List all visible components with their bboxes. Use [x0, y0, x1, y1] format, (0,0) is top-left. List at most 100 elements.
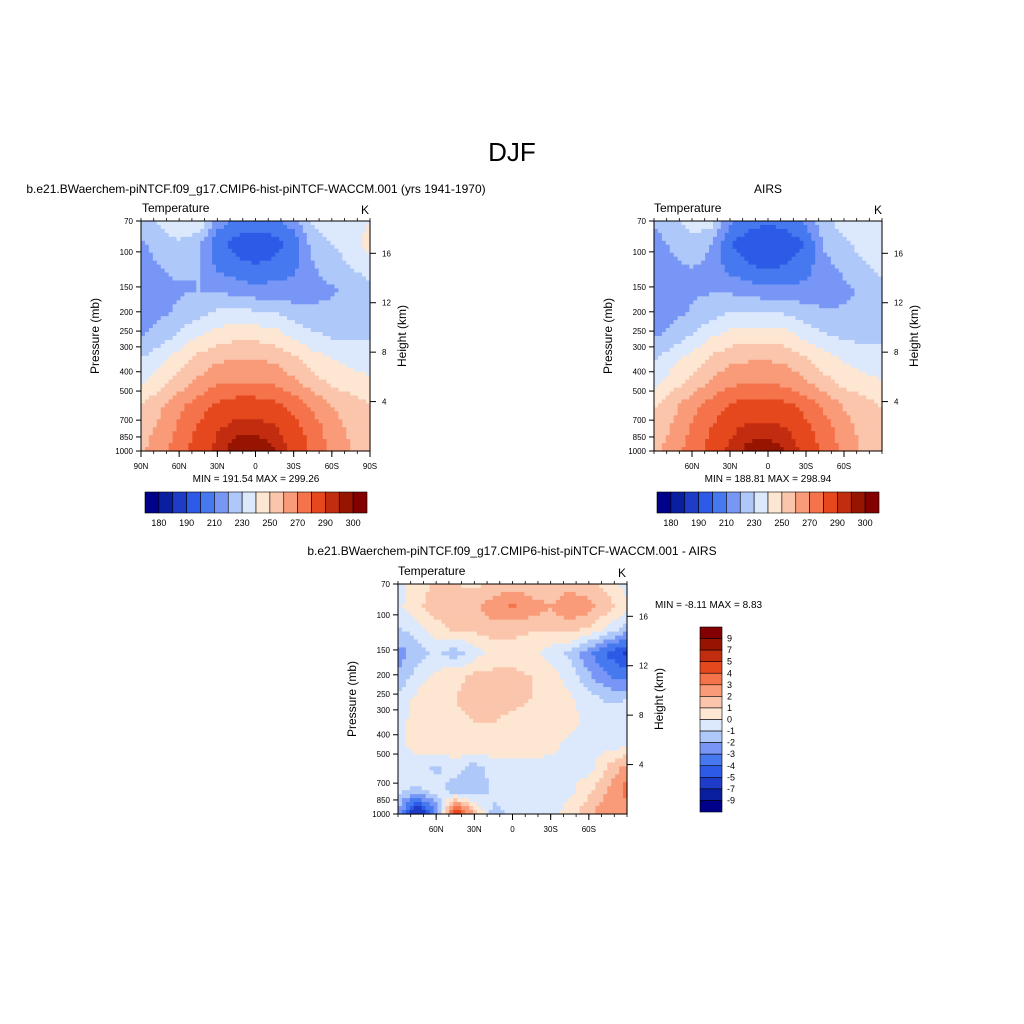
field-cell: [223, 332, 229, 337]
field-cell: [362, 296, 367, 301]
field-cell: [366, 391, 371, 397]
field-cell: [212, 399, 217, 405]
field-cell: [310, 312, 316, 317]
field-cell: [846, 308, 852, 313]
field-cell: [196, 363, 201, 369]
field-cell: [208, 367, 213, 373]
field-cell: [669, 260, 675, 266]
y-tick-label: 1000: [115, 447, 133, 456]
field-cell: [366, 324, 371, 329]
field-cell: [275, 252, 280, 258]
field-cell: [271, 339, 276, 345]
field-cell: [318, 367, 324, 373]
field-cell: [216, 276, 221, 282]
field-cell: [366, 383, 371, 389]
field-cell: [298, 320, 304, 325]
field-cell: [227, 236, 233, 242]
field-cell: [775, 248, 781, 254]
field-cell: [358, 383, 363, 389]
field-cell: [724, 280, 730, 286]
field-cell: [310, 324, 316, 329]
field-cell: [160, 316, 166, 321]
field-cell: [720, 308, 726, 313]
field-cell: [779, 316, 785, 321]
field-cell: [223, 336, 229, 341]
field-cell: [673, 324, 679, 329]
field-cell: [314, 280, 320, 286]
field-cell: [180, 339, 186, 345]
field-cell: [223, 221, 229, 226]
field-cell: [259, 316, 264, 321]
field-cell: [275, 371, 280, 377]
field-cell: [310, 320, 316, 325]
field-cell: [709, 260, 714, 266]
field-cell: [870, 308, 875, 313]
field-cell: [298, 240, 304, 246]
field-cell: [298, 272, 304, 278]
field-cell: [247, 260, 253, 266]
field-cell: [654, 324, 659, 329]
field-cell: [342, 371, 347, 377]
field-cell: [712, 244, 718, 250]
field-cell: [314, 248, 320, 254]
field-cell: [164, 260, 170, 266]
field-cell: [302, 375, 308, 381]
field-cell: [291, 343, 296, 349]
field-cell: [275, 312, 280, 317]
field-cell: [141, 248, 146, 254]
field-cell: [148, 359, 154, 365]
field-cell: [657, 256, 663, 262]
field-cell: [858, 256, 863, 262]
field-cell: [227, 423, 233, 428]
field-cell: [350, 304, 355, 309]
field-cell: [275, 347, 280, 353]
field-cell: [764, 256, 769, 262]
field-cell: [267, 324, 272, 329]
field-cell: [196, 443, 201, 448]
field-cell: [148, 403, 154, 408]
field-cell: [283, 415, 288, 420]
field-cell: [306, 276, 312, 282]
field-cell: [144, 300, 150, 305]
field-cell: [204, 375, 209, 381]
field-cell: [681, 300, 687, 305]
field-cell: [744, 304, 749, 309]
field-cell: [322, 379, 328, 385]
field-cell: [148, 439, 154, 444]
field-cell: [689, 244, 694, 250]
field-cell: [251, 407, 257, 412]
field-cell: [271, 399, 276, 405]
field-cell: [247, 375, 253, 381]
field-cell: [168, 221, 174, 226]
field-cell: [842, 236, 848, 242]
field-cell: [251, 419, 257, 424]
field-cell: [748, 304, 753, 309]
field-cell: [223, 407, 229, 412]
field-cell: [826, 316, 832, 321]
field-cell: [283, 268, 288, 274]
field-cell: [164, 328, 170, 333]
field-cell: [247, 296, 253, 301]
field-cell: [235, 339, 241, 345]
field-cell: [685, 221, 690, 226]
field-cell: [168, 300, 174, 305]
field-cell: [192, 332, 197, 337]
field-cell: [156, 320, 162, 325]
field-cell: [247, 387, 253, 393]
field-cell: [251, 221, 257, 226]
field-cell: [681, 224, 687, 230]
field-cell: [196, 248, 201, 254]
field-cell: [259, 248, 264, 254]
field-cell: [306, 312, 312, 317]
field-cell: [318, 228, 324, 234]
field-cell: [298, 403, 304, 408]
field-cell: [744, 272, 749, 278]
field-cell: [204, 439, 209, 444]
field-cell: [156, 240, 162, 246]
field-cell: [235, 391, 241, 397]
field-cell: [799, 288, 804, 293]
field-cell: [358, 411, 363, 416]
field-cell: [724, 232, 730, 238]
field-cell: [342, 391, 347, 397]
